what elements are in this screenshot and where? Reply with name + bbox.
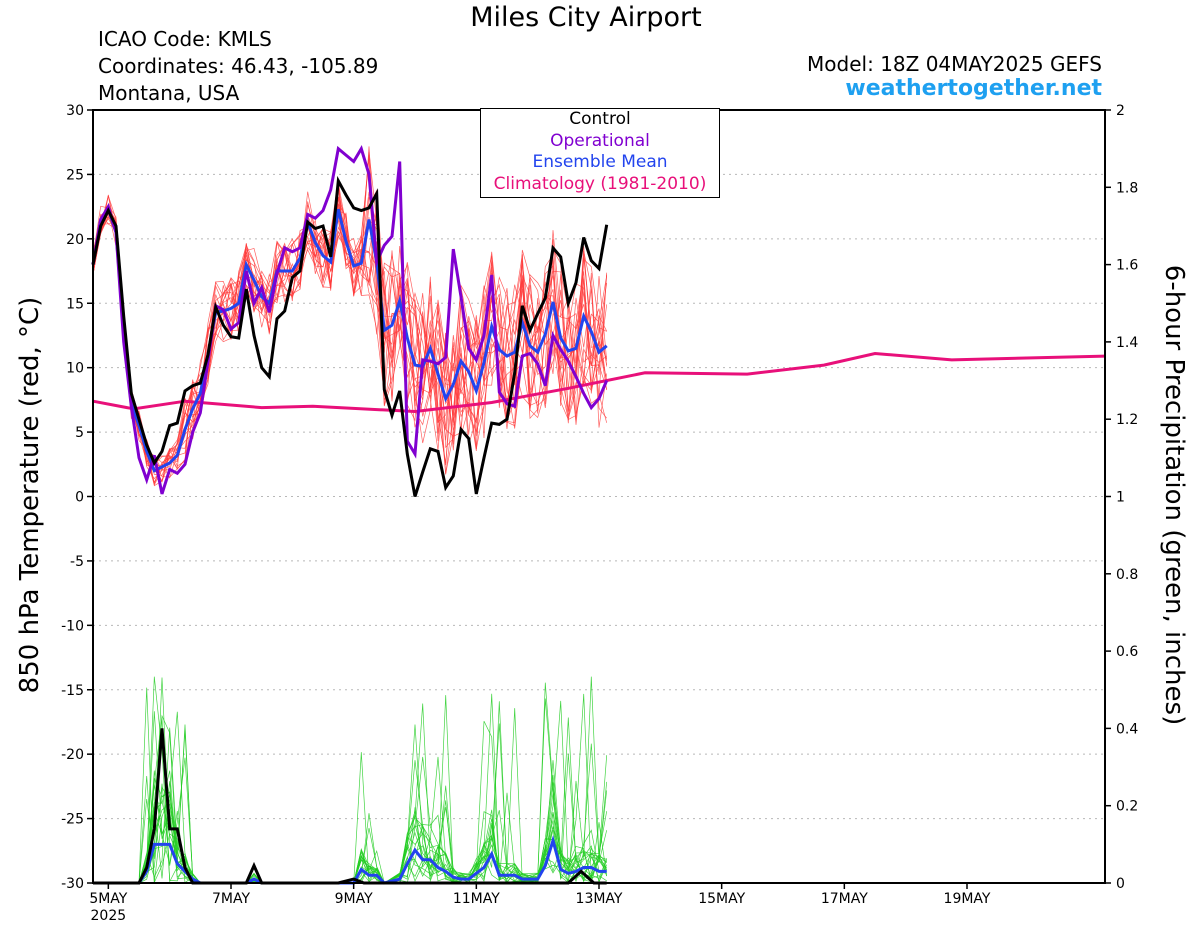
coordinates: Coordinates: 46.43, -105.89 xyxy=(98,54,379,78)
precip-ensemble-mean-line xyxy=(93,835,607,885)
precip-member-line xyxy=(93,792,607,884)
y-tick-label-right: 0.6 xyxy=(1116,644,1138,660)
x-tick-label: 19MAY xyxy=(944,891,991,907)
y-tick-label-left: -20 xyxy=(61,747,84,763)
model-run: Model: 18Z 04MAY2025 GEFS xyxy=(807,52,1102,76)
x-tick-sublabel: 2025 xyxy=(91,908,127,924)
temp-member-line xyxy=(92,189,608,484)
y-tick-label-right: 1.6 xyxy=(1116,258,1138,274)
location: Montana, USA xyxy=(98,81,240,105)
precip-member-line xyxy=(93,676,608,884)
precip-member-line xyxy=(93,676,607,884)
x-tick-label: 7MAY xyxy=(212,891,250,907)
y-tick-label-right: 0.2 xyxy=(1116,799,1138,815)
precip-member-line xyxy=(93,714,608,884)
y-tick-label-left: 15 xyxy=(66,296,84,312)
x-tick-label: 13MAY xyxy=(576,891,623,907)
y-tick-label-right: 1 xyxy=(1116,490,1125,506)
precip-member-line xyxy=(93,677,608,884)
y-tick-label-left: 10 xyxy=(66,361,84,377)
y-tick-label-left: 25 xyxy=(66,167,84,183)
temp-climatology-line xyxy=(92,351,1106,414)
legend-item-climatology: Climatology (1981-2010) xyxy=(493,173,707,194)
x-tick-label: 17MAY xyxy=(821,891,868,907)
temp-member-line xyxy=(92,158,608,487)
brand-link[interactable]: weathertogether.net xyxy=(845,76,1102,101)
precip-members-layer xyxy=(93,676,608,884)
y-tick-label-left: 30 xyxy=(66,103,84,119)
y-tick-label-left: -5 xyxy=(70,554,84,570)
y-tick-label-right: 1.4 xyxy=(1116,335,1138,351)
precip-member-line xyxy=(93,781,607,884)
ticks-layer: 302520151050-5-10-15-20-25-3021.81.61.41… xyxy=(61,103,1138,924)
y-tick-label-right: 0.8 xyxy=(1116,567,1138,583)
y-tick-label-left: 20 xyxy=(66,232,84,248)
y-tick-label-right: 0 xyxy=(1116,876,1125,892)
chart-title: Miles City Airport xyxy=(470,2,702,33)
temp-member-line xyxy=(92,194,608,483)
y-tick-label-right: 0.4 xyxy=(1116,721,1138,737)
y-tick-label-left: -10 xyxy=(61,618,84,634)
y-tick-label-right: 1.2 xyxy=(1116,412,1138,428)
precip-member-line xyxy=(93,693,607,884)
legend-item-operational: Operational xyxy=(550,130,650,151)
temp-operational-line xyxy=(91,144,609,495)
legend-item-control: Control xyxy=(569,109,631,129)
y-tick-label-left: -15 xyxy=(61,683,84,699)
legend-item-ensemble-mean: Ensemble Mean xyxy=(532,152,668,172)
y-tick-label-left: 0 xyxy=(75,490,84,506)
x-tick-label: 9MAY xyxy=(335,891,373,907)
legend: Control Operational Ensemble Mean Climat… xyxy=(480,108,720,198)
temp-control-line xyxy=(91,175,609,497)
x-tick-label: 11MAY xyxy=(453,891,500,907)
y-tick-label-left: -25 xyxy=(61,812,84,828)
temp-ensemble-mean-line xyxy=(91,205,608,473)
y-tick-label-left: -30 xyxy=(61,876,84,892)
x-tick-label: 15MAY xyxy=(698,891,745,907)
x-tick-label: 5MAY xyxy=(89,891,127,907)
y-tick-label-right: 1.8 xyxy=(1116,180,1138,196)
precip-member-line xyxy=(93,784,608,884)
icao-code: ICAO Code: KMLS xyxy=(98,27,272,51)
precip-member-line xyxy=(93,687,607,884)
y-tick-label-left: 5 xyxy=(75,425,84,441)
y-tick-label-right: 2 xyxy=(1116,103,1125,119)
